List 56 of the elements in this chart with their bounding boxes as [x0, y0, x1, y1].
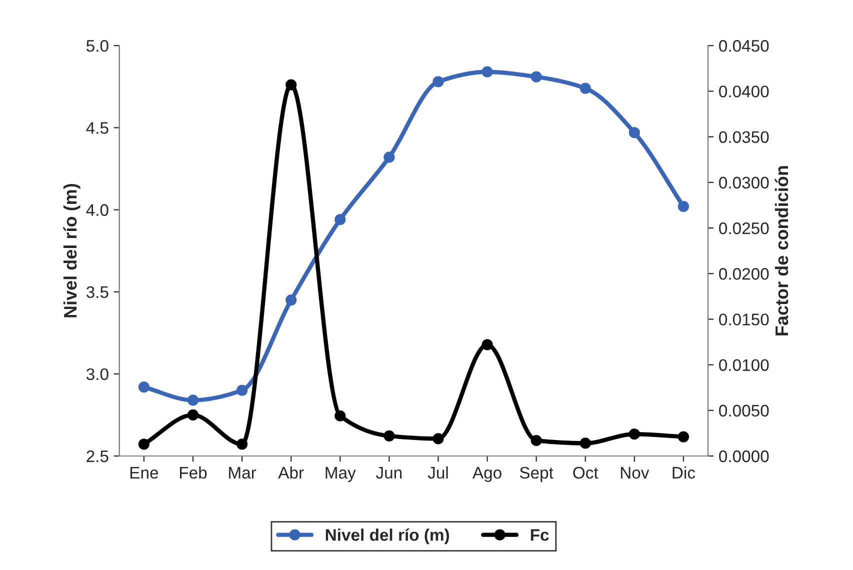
point [138, 438, 150, 450]
point [432, 76, 444, 88]
y-axis-title: Nivel del río (m) [63, 184, 80, 318]
x-tick-label: Abr [278, 466, 304, 479]
point [678, 431, 690, 442]
x-tick-label: May [326, 467, 356, 482]
x-tick-label: Ene [130, 467, 158, 479]
x-tick-label: Ago [472, 467, 502, 482]
y2-tick-label: 0.0200 [719, 268, 769, 280]
point [530, 71, 542, 82]
y-tick-label: 3.5 [86, 286, 108, 298]
point [187, 409, 199, 421]
point [384, 152, 395, 163]
point [286, 79, 297, 90]
y2-axis-title: Factor de condición [774, 166, 788, 336]
point [482, 66, 493, 78]
y2-tick-label: 0.0300 [719, 176, 769, 189]
point [530, 434, 542, 446]
x-tick-label: Sept [520, 466, 554, 482]
point [432, 433, 444, 444]
legend-label: Nivel del río (m) [326, 528, 449, 544]
point [384, 430, 395, 442]
point [138, 381, 150, 393]
point [628, 428, 640, 440]
point [334, 214, 346, 226]
y2-tick-label: 0.0150 [719, 314, 769, 326]
y2-tick-label: 0.0000 [719, 450, 769, 462]
point [678, 200, 690, 212]
x-tick-label: Mar [229, 467, 256, 479]
x-tick-label: Jun [376, 467, 402, 479]
y2-tick-label: 0.0100 [719, 359, 769, 372]
x-tick-label: Nov [620, 467, 650, 479]
point [580, 438, 591, 449]
x-tick-label: Feb [180, 466, 207, 479]
y-tick-label: 2.5 [86, 450, 108, 462]
point [580, 82, 591, 94]
point [187, 394, 199, 406]
point [482, 339, 493, 350]
y2-tick-label: 0.0050 [719, 404, 769, 417]
point [236, 438, 248, 450]
x-tick-label: Dic [672, 466, 696, 479]
y2-tick-label: 0.0350 [719, 131, 769, 144]
y-tick-label: 4.0 [86, 204, 108, 216]
point [286, 294, 297, 306]
point [628, 127, 640, 138]
y-tick-label: 4.5 [86, 122, 108, 134]
y-tick-label: 5.0 [86, 40, 108, 52]
point [236, 384, 248, 396]
legend-label: Fc [530, 529, 549, 541]
y2-tick-label: 0.0450 [719, 40, 769, 52]
point [334, 410, 346, 422]
y2-tick-label: 0.0250 [719, 222, 769, 234]
x-tick-label: Oct [573, 466, 598, 479]
y2-tick-label: 0.0400 [719, 86, 769, 98]
y-tick-label: 3.0 [86, 368, 108, 380]
x-tick-label: Jul [428, 466, 448, 479]
